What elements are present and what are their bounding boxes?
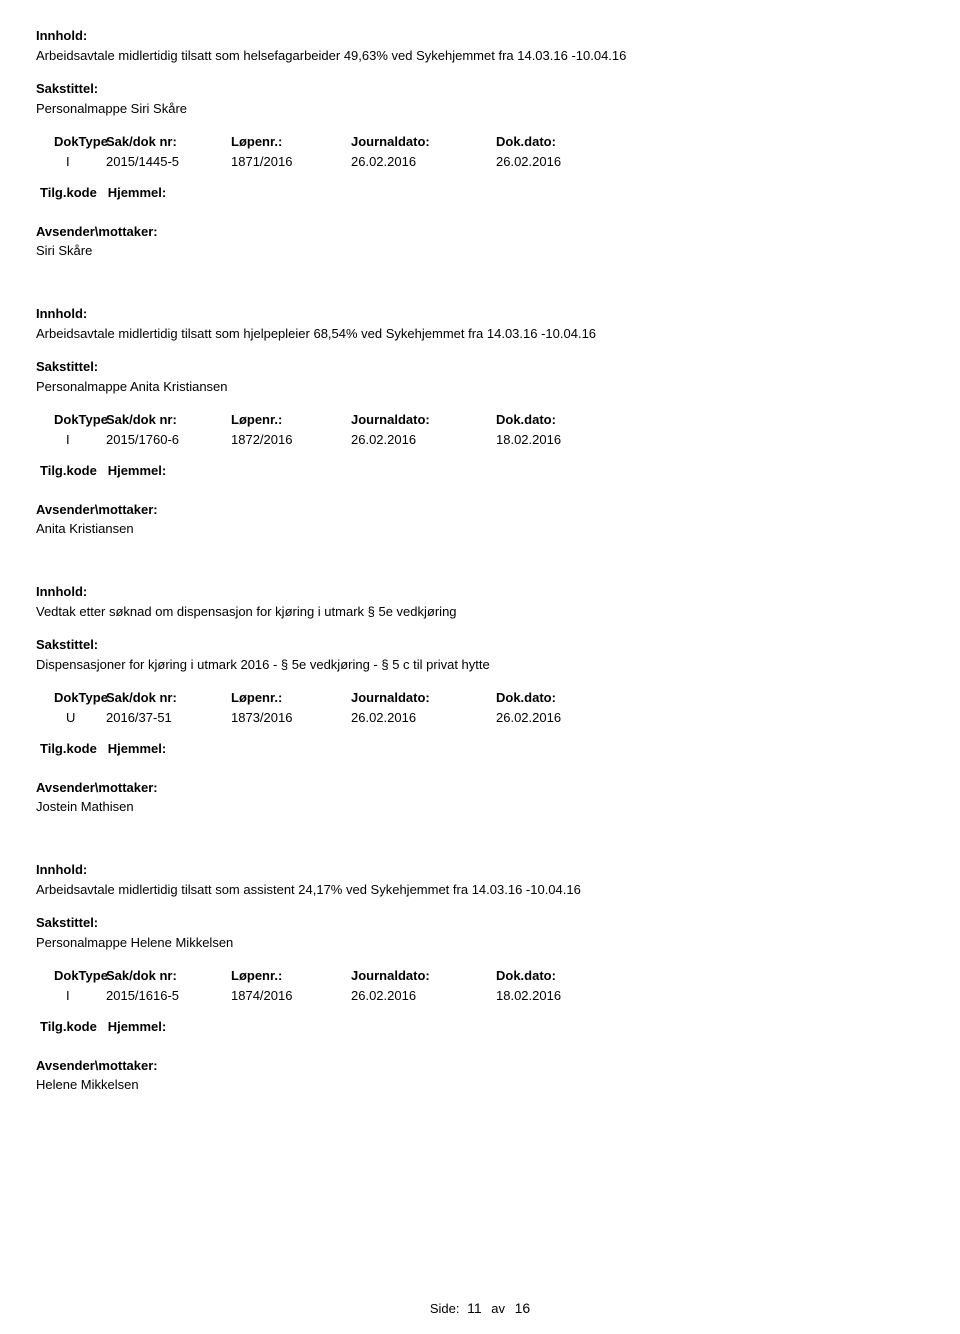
sakdok-header: Sak/dok nr: [106, 968, 231, 983]
doktype-value: I [36, 432, 106, 447]
journaldato-value: 26.02.2016 [351, 710, 496, 725]
record-headers: DokType Sak/dok nr: Løpenr.: Journaldato… [36, 134, 924, 149]
sakstittel-text: Personalmappe Anita Kristiansen [36, 379, 924, 394]
tilgkode-row: Tilg.kode Hjemmel: [36, 741, 924, 756]
journal-record: Innhold: Arbeidsavtale midlertidig tilsa… [36, 28, 924, 258]
side-label: Side: [430, 1301, 460, 1316]
sakdok-header: Sak/dok nr: [106, 134, 231, 149]
record-headers: DokType Sak/dok nr: Løpenr.: Journaldato… [36, 968, 924, 983]
sakstittel-label: Sakstittel: [36, 915, 924, 930]
sakdok-header: Sak/dok nr: [106, 412, 231, 427]
sakdok-value: 2015/1760-6 [106, 432, 231, 447]
dokdato-value: 18.02.2016 [496, 988, 636, 1003]
tilgkode-label: Tilg.kode [40, 741, 97, 756]
record-values: I 2015/1445-5 1871/2016 26.02.2016 26.02… [36, 154, 924, 169]
avsender-label: Avsender\mottaker: [36, 224, 924, 239]
doktype-header: DokType [36, 134, 106, 149]
dokdato-header: Dok.dato: [496, 412, 636, 427]
journaldato-header: Journaldato: [351, 134, 496, 149]
record-values: U 2016/37-51 1873/2016 26.02.2016 26.02.… [36, 710, 924, 725]
lopenr-header: Løpenr.: [231, 690, 351, 705]
innhold-label: Innhold: [36, 862, 924, 877]
innhold-label: Innhold: [36, 584, 924, 599]
dokdato-header: Dok.dato: [496, 134, 636, 149]
record-values: I 2015/1616-5 1874/2016 26.02.2016 18.02… [36, 988, 924, 1003]
journal-record: Innhold: Vedtak etter søknad om dispensa… [36, 584, 924, 814]
hjemmel-label: Hjemmel: [108, 463, 167, 478]
doktype-value: U [36, 710, 106, 725]
doktype-value: I [36, 154, 106, 169]
sakstittel-label: Sakstittel: [36, 81, 924, 96]
sakstittel-label: Sakstittel: [36, 637, 924, 652]
innhold-text: Vedtak etter søknad om dispensasjon for … [36, 604, 924, 619]
lopenr-header: Løpenr.: [231, 412, 351, 427]
dokdato-value: 26.02.2016 [496, 154, 636, 169]
page-total: 16 [515, 1300, 531, 1316]
sakdok-value: 2015/1445-5 [106, 154, 231, 169]
avsender-label: Avsender\mottaker: [36, 502, 924, 517]
avsender-text: Siri Skåre [36, 243, 924, 258]
record-headers: DokType Sak/dok nr: Løpenr.: Journaldato… [36, 412, 924, 427]
tilgkode-row: Tilg.kode Hjemmel: [36, 1019, 924, 1034]
dokdato-value: 18.02.2016 [496, 432, 636, 447]
lopenr-value: 1872/2016 [231, 432, 351, 447]
tilgkode-row: Tilg.kode Hjemmel: [36, 463, 924, 478]
sakstittel-text: Personalmappe Helene Mikkelsen [36, 935, 924, 950]
journaldato-value: 26.02.2016 [351, 432, 496, 447]
lopenr-value: 1873/2016 [231, 710, 351, 725]
page-current: 11 [467, 1300, 482, 1316]
avsender-label: Avsender\mottaker: [36, 1058, 924, 1073]
lopenr-value: 1874/2016 [231, 988, 351, 1003]
journaldato-value: 26.02.2016 [351, 988, 496, 1003]
journaldato-header: Journaldato: [351, 412, 496, 427]
hjemmel-label: Hjemmel: [108, 1019, 167, 1034]
innhold-text: Arbeidsavtale midlertidig tilsatt som as… [36, 882, 924, 897]
hjemmel-label: Hjemmel: [108, 185, 167, 200]
avsender-text: Jostein Mathisen [36, 799, 924, 814]
dokdato-header: Dok.dato: [496, 968, 636, 983]
innhold-text: Arbeidsavtale midlertidig tilsatt som hj… [36, 326, 924, 341]
journal-record: Innhold: Arbeidsavtale midlertidig tilsa… [36, 306, 924, 536]
record-values: I 2015/1760-6 1872/2016 26.02.2016 18.02… [36, 432, 924, 447]
journaldato-header: Journaldato: [351, 968, 496, 983]
avsender-label: Avsender\mottaker: [36, 780, 924, 795]
page-footer: Side: 11 av 16 [0, 1300, 960, 1316]
dokdato-header: Dok.dato: [496, 690, 636, 705]
page-av: av [491, 1301, 505, 1316]
sakstittel-label: Sakstittel: [36, 359, 924, 374]
avsender-text: Helene Mikkelsen [36, 1077, 924, 1092]
sakdok-value: 2016/37-51 [106, 710, 231, 725]
sakdok-header: Sak/dok nr: [106, 690, 231, 705]
doktype-header: DokType [36, 968, 106, 983]
sakstittel-text: Personalmappe Siri Skåre [36, 101, 924, 116]
innhold-label: Innhold: [36, 306, 924, 321]
tilgkode-row: Tilg.kode Hjemmel: [36, 185, 924, 200]
lopenr-value: 1871/2016 [231, 154, 351, 169]
tilgkode-label: Tilg.kode [40, 1019, 97, 1034]
journaldato-header: Journaldato: [351, 690, 496, 705]
innhold-label: Innhold: [36, 28, 924, 43]
doktype-header: DokType [36, 412, 106, 427]
lopenr-header: Løpenr.: [231, 134, 351, 149]
doktype-value: I [36, 988, 106, 1003]
journal-record: Innhold: Arbeidsavtale midlertidig tilsa… [36, 862, 924, 1092]
record-headers: DokType Sak/dok nr: Løpenr.: Journaldato… [36, 690, 924, 705]
tilgkode-label: Tilg.kode [40, 185, 97, 200]
sakdok-value: 2015/1616-5 [106, 988, 231, 1003]
sakstittel-text: Dispensasjoner for kjøring i utmark 2016… [36, 657, 924, 672]
innhold-text: Arbeidsavtale midlertidig tilsatt som he… [36, 48, 924, 63]
lopenr-header: Løpenr.: [231, 968, 351, 983]
avsender-text: Anita Kristiansen [36, 521, 924, 536]
journaldato-value: 26.02.2016 [351, 154, 496, 169]
dokdato-value: 26.02.2016 [496, 710, 636, 725]
doktype-header: DokType [36, 690, 106, 705]
tilgkode-label: Tilg.kode [40, 463, 97, 478]
hjemmel-label: Hjemmel: [108, 741, 167, 756]
